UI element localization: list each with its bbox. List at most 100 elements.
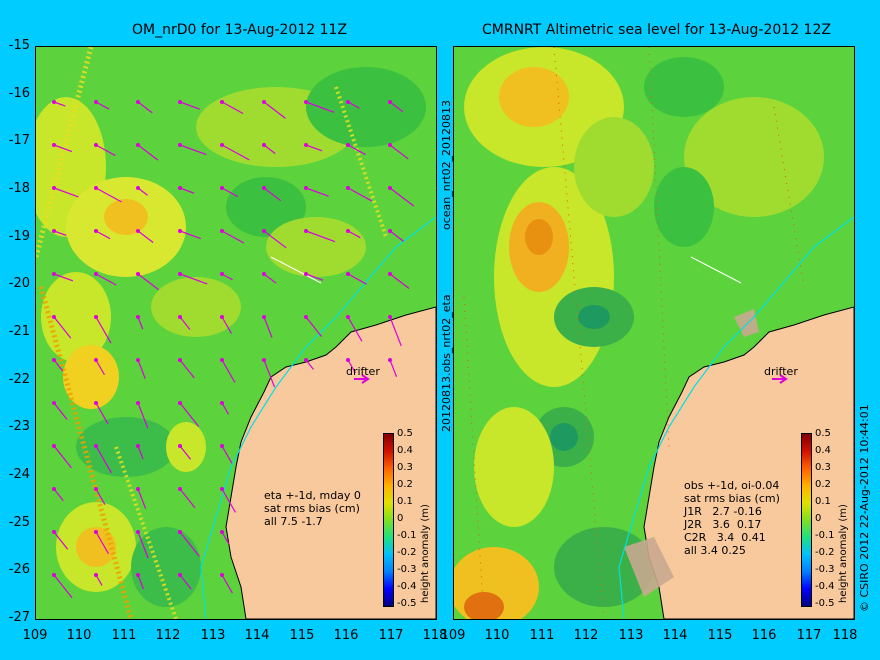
x-tick: 114 bbox=[662, 628, 688, 643]
current-vector bbox=[137, 316, 144, 330]
current-vector bbox=[179, 144, 207, 156]
x-tick: 109 bbox=[440, 628, 466, 643]
current-vector bbox=[305, 273, 324, 281]
y-tick: -18 bbox=[8, 181, 30, 196]
cb-tick: 0 bbox=[397, 513, 404, 524]
y-tick: -20 bbox=[8, 276, 30, 291]
vector-origin-dot bbox=[136, 100, 140, 104]
current-vector bbox=[179, 402, 200, 427]
current-vector bbox=[347, 316, 363, 342]
current-vector bbox=[53, 488, 64, 502]
current-vector bbox=[137, 144, 159, 161]
cb-tick: 0.3 bbox=[815, 462, 831, 473]
current-vector bbox=[179, 359, 195, 379]
cb-tick: -0.1 bbox=[815, 530, 835, 541]
middle-top-side-label: ocean_nrt02_20120813 bbox=[440, 99, 453, 230]
current-vector bbox=[305, 144, 323, 152]
vector-origin-dot bbox=[52, 143, 56, 147]
vector-origin-dot bbox=[262, 100, 266, 104]
y-tick: -26 bbox=[8, 562, 30, 577]
cb-tick: 0.2 bbox=[815, 479, 831, 490]
vector-origin-dot bbox=[304, 143, 308, 147]
current-vector bbox=[53, 101, 66, 107]
right-map-panel: drifter obs +-1d, oi-0.04 sat rms bias (… bbox=[453, 46, 855, 620]
vector-origin-dot bbox=[220, 444, 224, 448]
current-vector bbox=[137, 273, 160, 291]
current-vector bbox=[347, 101, 360, 109]
vector-origin-dot bbox=[220, 530, 224, 534]
vector-origin-dot bbox=[136, 573, 140, 577]
x-tick: 118 bbox=[422, 628, 448, 643]
vector-origin-dot bbox=[178, 100, 182, 104]
cb-tick: -0.3 bbox=[397, 564, 417, 575]
current-vector bbox=[305, 187, 329, 197]
cb-tick: 0.3 bbox=[397, 462, 413, 473]
x-tick: 112 bbox=[573, 628, 599, 643]
left-map-panel: drifter eta +-1d, mday 0 sat rms bias (c… bbox=[35, 46, 437, 620]
current-vector bbox=[95, 531, 109, 554]
vector-origin-dot bbox=[304, 100, 308, 104]
current-vector bbox=[179, 531, 200, 557]
cb-tick: -0.4 bbox=[397, 581, 417, 592]
left-panel-note: eta +-1d, mday 0 sat rms bias (cm) all 7… bbox=[264, 489, 361, 528]
y-tick: -23 bbox=[8, 419, 30, 434]
current-vector bbox=[95, 316, 112, 344]
current-vector bbox=[95, 445, 112, 474]
vector-origin-dot bbox=[136, 186, 140, 190]
vector-origin-dot bbox=[52, 530, 56, 534]
current-vector bbox=[263, 316, 273, 338]
current-vector bbox=[53, 402, 68, 420]
vector-origin-dot bbox=[178, 401, 182, 405]
current-vector bbox=[53, 273, 73, 282]
x-tick: 117 bbox=[796, 628, 822, 643]
vector-origin-dot bbox=[262, 229, 266, 233]
vector-origin-dot bbox=[262, 315, 266, 319]
current-vector bbox=[263, 230, 287, 249]
vector-origin-dot bbox=[94, 530, 98, 534]
left-colorbar-label: height anomaly (m) bbox=[420, 504, 431, 603]
y-tick: -15 bbox=[8, 38, 30, 53]
y-tick: -16 bbox=[8, 86, 30, 101]
right-drifter-label: drifter bbox=[764, 365, 798, 378]
coast-contour bbox=[200, 216, 436, 619]
cb-tick: -0.3 bbox=[815, 564, 835, 575]
current-vector bbox=[221, 402, 229, 415]
current-vector bbox=[347, 230, 361, 239]
x-tick: 111 bbox=[111, 628, 137, 643]
current-vector bbox=[389, 187, 415, 207]
vector-origin-dot bbox=[94, 487, 98, 491]
current-vector bbox=[179, 488, 196, 509]
vector-origin-dot bbox=[346, 186, 350, 190]
vector-origin-dot bbox=[136, 229, 140, 233]
current-vector bbox=[221, 359, 236, 383]
vector-origin-dot bbox=[388, 315, 392, 319]
current-vector bbox=[305, 101, 335, 113]
middle-side-label: 20120813.obs_nrt02_eta bbox=[440, 294, 453, 432]
vector-origin-dot bbox=[136, 444, 140, 448]
vector-origin-dot bbox=[220, 272, 224, 276]
current-vector bbox=[389, 316, 402, 347]
current-vector bbox=[221, 445, 233, 464]
current-vector bbox=[53, 359, 64, 372]
x-tick: 116 bbox=[333, 628, 359, 643]
current-vector bbox=[221, 144, 250, 161]
vector-origin-dot bbox=[178, 272, 182, 276]
current-vector bbox=[347, 144, 366, 156]
vector-origin-dot bbox=[220, 487, 224, 491]
y-tick: -25 bbox=[8, 515, 30, 530]
right-panel-note: obs +-1d, oi-0.04 sat rms bias (cm) J1R … bbox=[684, 479, 780, 557]
current-vector bbox=[263, 359, 276, 388]
vector-origin-dot bbox=[220, 573, 224, 577]
current-vector bbox=[95, 101, 110, 110]
current-vector bbox=[305, 316, 323, 337]
current-vector bbox=[389, 144, 409, 160]
current-vector bbox=[137, 230, 154, 243]
coast-contour bbox=[618, 216, 854, 619]
y-tick: -21 bbox=[8, 324, 30, 339]
current-vector bbox=[53, 230, 67, 237]
vector-origin-dot bbox=[178, 487, 182, 491]
vector-origin-dot bbox=[178, 315, 182, 319]
vector-origin-dot bbox=[304, 272, 308, 276]
current-vector bbox=[137, 574, 144, 590]
vector-origin-dot bbox=[304, 186, 308, 190]
